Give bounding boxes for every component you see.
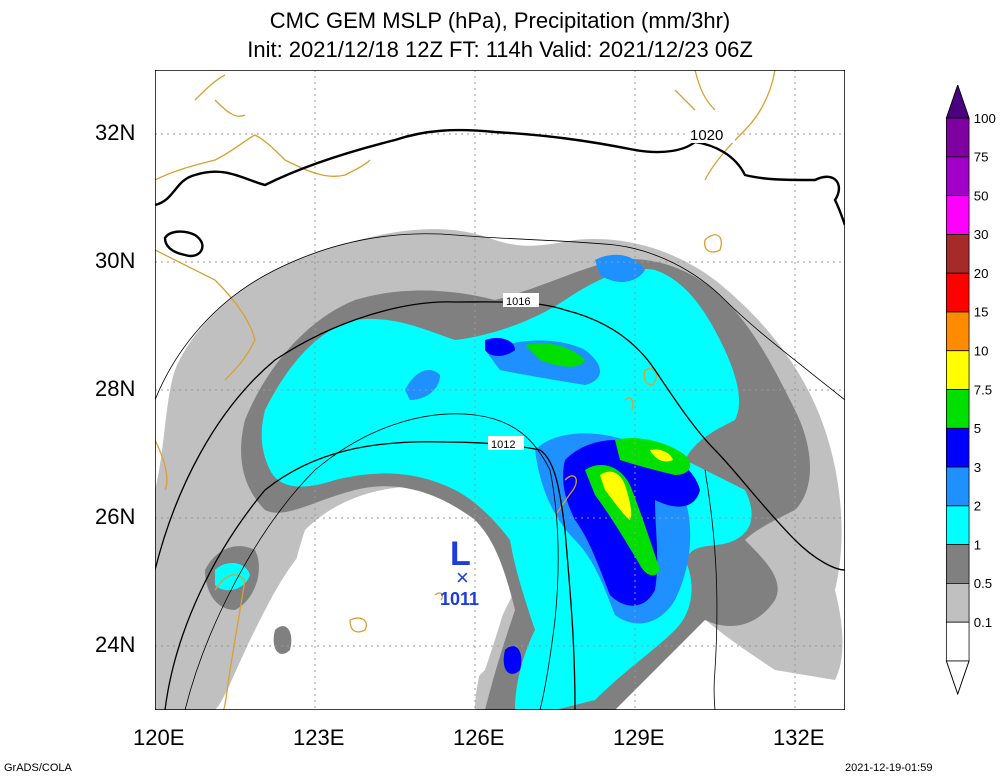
colorbar-swatch: [945, 311, 970, 352]
lon-label-129e: 129E: [613, 725, 665, 750]
lon-label-120e: 120E: [133, 725, 185, 750]
colorbar-label: 3: [974, 460, 981, 475]
precip-colorbar: 100 75 50 30 20 15 10 7.5 5 3 2 1 0.5 0.1: [945, 85, 996, 695]
footer-left: GrADS/COLA: [4, 762, 72, 774]
precip-7p5-shading: [600, 449, 673, 520]
colorbar-bottom-arrow: [945, 660, 970, 695]
lat-label-24n: 24N: [95, 632, 136, 657]
isobar-1020b: [163, 230, 204, 258]
lon-label-123e: 123E: [293, 725, 345, 750]
isobar-1016: [155, 301, 845, 571]
isobar-1012-inner: [184, 413, 559, 710]
colorbar-label: 1: [974, 537, 981, 552]
colorbar-label: 5: [974, 421, 981, 436]
isobar-label-1020: 1020: [690, 127, 723, 144]
colorbar-label: 50: [974, 188, 989, 203]
coastlines: [155, 70, 776, 710]
colorbar-label: 10: [974, 343, 989, 358]
colorbar-swatch: [945, 389, 970, 429]
isobar-1008-thin: [704, 469, 718, 710]
colorbar-label: 75: [974, 150, 989, 165]
isobar-label-1016: 1016: [506, 296, 530, 308]
colorbar-swatch: [945, 117, 970, 158]
colorbar-swatch: [945, 544, 970, 584]
lat-lon-grid: [155, 70, 845, 710]
low-symbol: L: [450, 535, 471, 573]
colorbar-label: 7.5: [974, 382, 992, 397]
lat-label-32n: 32N: [95, 120, 136, 145]
lon-label-132e: 132E: [773, 725, 825, 750]
low-pressure-value: 1011: [440, 589, 479, 609]
colorbar-swatch: [945, 427, 970, 468]
colorbar-swatch: [945, 505, 970, 546]
colorbar-swatch: [945, 156, 970, 197]
isobar-1012: [164, 441, 576, 710]
colorbar-label: 100: [974, 111, 996, 126]
colorbar-label: 30: [974, 227, 989, 242]
colorbar-label: 15: [974, 305, 989, 320]
isobar-1020: [155, 128, 845, 226]
colorbar-swatch: [945, 350, 970, 390]
colorbar-label: 2: [974, 499, 981, 514]
colorbar-top-arrow: [945, 85, 970, 119]
colorbar-swatch: [945, 234, 970, 274]
footer-right: 2021-12-19-01:59: [845, 762, 933, 774]
lat-label-28n: 28N: [95, 376, 136, 401]
colorbar-swatch: [945, 466, 970, 507]
isobars: [155, 128, 845, 710]
lat-label-30n: 30N: [95, 248, 136, 273]
precip-5-shading: [525, 343, 691, 576]
low-pressure-center: L × 1011: [440, 535, 479, 609]
lon-label-126e: 126E: [453, 725, 505, 750]
colorbar-label: 20: [974, 266, 989, 281]
isobar-labels: 1020 1016 1012: [488, 123, 735, 451]
colorbar-swatch: [945, 272, 970, 313]
colorbar-label: 0.1: [974, 615, 992, 630]
colorbar-swatch: [945, 195, 970, 235]
colorbar-label: 0.5: [974, 576, 992, 591]
isobar-label-1012: 1012: [491, 439, 515, 451]
colorbar-swatch: [945, 621, 970, 662]
colorbar-swatch: [945, 583, 970, 623]
low-marker: ×: [456, 565, 469, 590]
chart-title: CMC GEM MSLP (hPa), Precipitation (mm/3h…: [269, 8, 731, 33]
lat-label-26n: 26N: [95, 504, 136, 529]
chart-subtitle: Init: 2021/12/18 12Z FT: 114h Valid: 202…: [247, 37, 753, 62]
dry-region: [275, 486, 515, 710]
isobar-1016-thin: [155, 233, 845, 401]
precip-map: 1020 1016 1012 L × 1011: [155, 70, 845, 710]
